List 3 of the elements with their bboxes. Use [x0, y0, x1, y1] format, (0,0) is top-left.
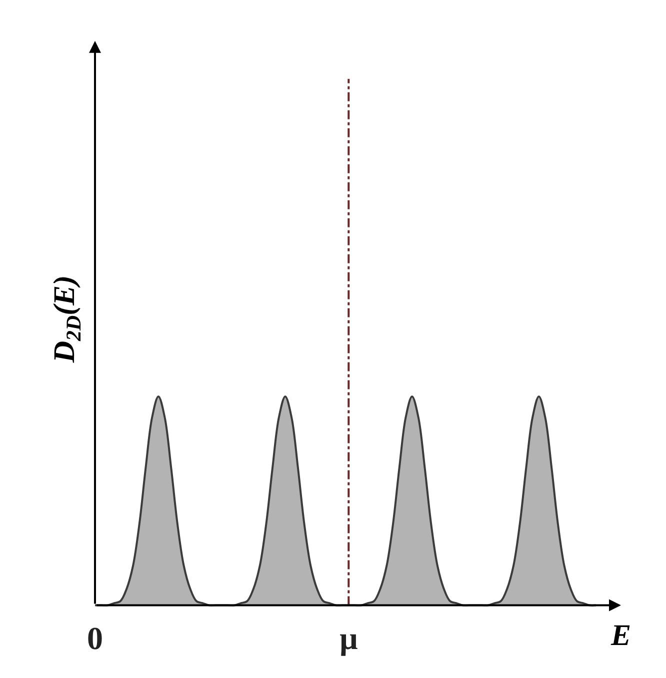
x-tick-label: μ [340, 620, 358, 656]
x-axis-title: E [610, 619, 632, 652]
x-tick-label: 0 [87, 620, 103, 656]
